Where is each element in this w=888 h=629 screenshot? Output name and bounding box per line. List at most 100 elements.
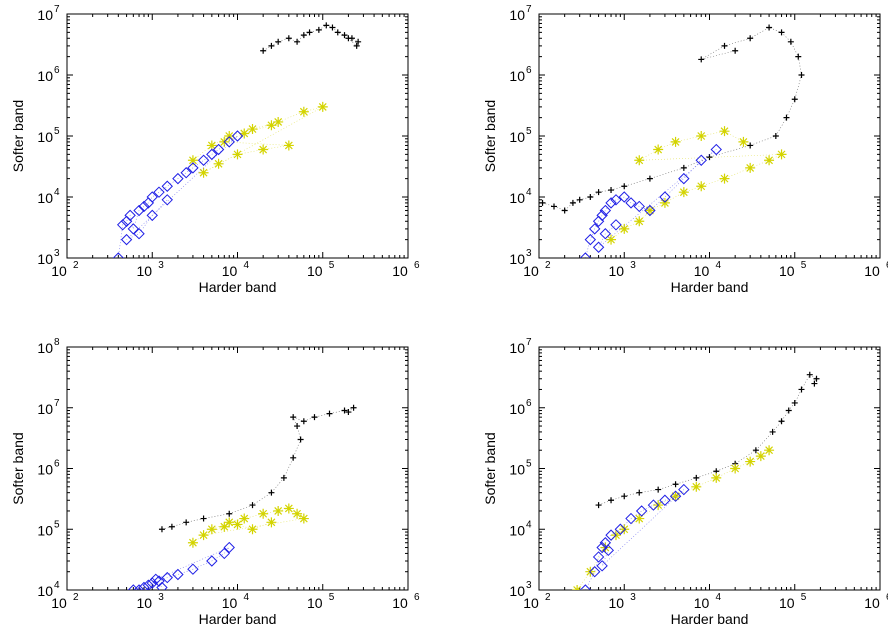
data-point: [285, 35, 292, 42]
data-point: [258, 144, 269, 155]
y-tick-label-exponent: 5: [526, 459, 532, 470]
data-point: [198, 530, 209, 541]
data-point: [634, 513, 645, 524]
x-tick-label-exponent: 6: [886, 592, 888, 603]
series-yellow: [572, 445, 775, 590]
data-point: [329, 24, 336, 31]
data-point: [212, 143, 225, 156]
y-tick-label: 10: [37, 129, 53, 145]
data-point: [764, 155, 775, 166]
data-point: [223, 136, 235, 148]
data-point: [710, 143, 722, 156]
data-point: [323, 22, 330, 29]
data-point: [317, 101, 328, 112]
series-connector: [585, 149, 717, 258]
y-tick-label: 10: [37, 401, 53, 417]
data-point: [576, 196, 583, 203]
data-point: [730, 463, 741, 474]
plot-area: [539, 24, 805, 258]
series-connector: [192, 106, 323, 173]
y-tick-label-exponent: 5: [54, 126, 60, 137]
data-point: [138, 200, 150, 213]
series-connector: [161, 407, 354, 530]
data-point: [133, 228, 145, 240]
data-point: [695, 154, 707, 166]
data-point: [297, 436, 304, 443]
data-point: [341, 407, 348, 414]
data-point: [127, 584, 140, 590]
series-yellow: [606, 126, 787, 245]
data-point: [172, 172, 184, 185]
data-point: [596, 209, 608, 222]
data-point: [198, 167, 209, 178]
data-point: [539, 199, 546, 206]
data-point: [218, 547, 231, 560]
data-point: [266, 120, 277, 131]
x-tick-label: 10: [51, 263, 67, 279]
x-tick-label: 10: [864, 595, 880, 611]
data-point: [595, 189, 602, 196]
data-point: [747, 142, 754, 149]
x-tick-label-exponent: 6: [414, 260, 420, 271]
data-point: [275, 38, 282, 45]
data-point: [334, 29, 341, 36]
x-tick-label-exponent: 3: [630, 592, 636, 603]
data-point: [813, 375, 820, 382]
data-point: [778, 29, 785, 36]
plot-frame: [538, 13, 881, 259]
data-point: [752, 447, 759, 454]
data-point: [595, 502, 602, 509]
y-tick-label: 10: [37, 583, 53, 599]
data-point: [283, 503, 294, 514]
series-yellow: [187, 503, 309, 548]
y-tick-label-exponent: 7: [54, 4, 60, 15]
data-point: [187, 162, 199, 174]
data-point: [647, 499, 660, 511]
data-point: [798, 72, 805, 78]
data-point: [150, 573, 162, 586]
data-point: [669, 490, 682, 502]
x-tick-label: 10: [392, 595, 408, 611]
x-tick-label-exponent: 4: [716, 592, 722, 603]
data-point: [670, 491, 681, 502]
data-point: [551, 203, 558, 210]
data-point: [273, 505, 284, 516]
data-point: [606, 234, 617, 245]
x-tick-label: 10: [307, 595, 323, 611]
x-tick-label: 10: [694, 263, 710, 279]
x-tick-label: 10: [51, 595, 67, 611]
data-point: [239, 513, 250, 524]
data-point: [806, 371, 813, 378]
data-point: [206, 148, 218, 161]
data-point: [247, 124, 258, 135]
series-blue: [579, 483, 690, 590]
y-tick-label-exponent: 5: [54, 519, 60, 530]
data-point: [596, 560, 608, 572]
data-point: [161, 180, 173, 192]
x-tick-label-exponent: 5: [329, 592, 335, 603]
y-tick-label: 10: [37, 522, 53, 538]
data-point: [635, 505, 648, 517]
x-tick-label: 10: [222, 595, 238, 611]
data-point: [791, 96, 798, 103]
data-point: [124, 209, 136, 222]
x-tick-label: 10: [523, 263, 539, 279]
series-black: [595, 371, 820, 509]
plot-frame: [66, 346, 409, 591]
x-tick-label: 10: [136, 263, 152, 279]
series-black: [539, 24, 805, 214]
y-tick-label: 10: [37, 340, 53, 356]
data-point: [745, 162, 756, 173]
data-point: [146, 191, 158, 203]
data-point: [249, 502, 256, 509]
data-point: [672, 481, 679, 488]
x-axis-title: Harder band: [199, 279, 277, 295]
y-tick-label-exponent: 7: [54, 398, 60, 409]
data-point: [239, 128, 250, 139]
data-point: [260, 47, 267, 54]
data-point: [226, 510, 233, 517]
x-tick-label-exponent: 2: [545, 260, 551, 271]
data-point: [161, 194, 173, 206]
x-tick-label-exponent: 5: [801, 260, 807, 271]
